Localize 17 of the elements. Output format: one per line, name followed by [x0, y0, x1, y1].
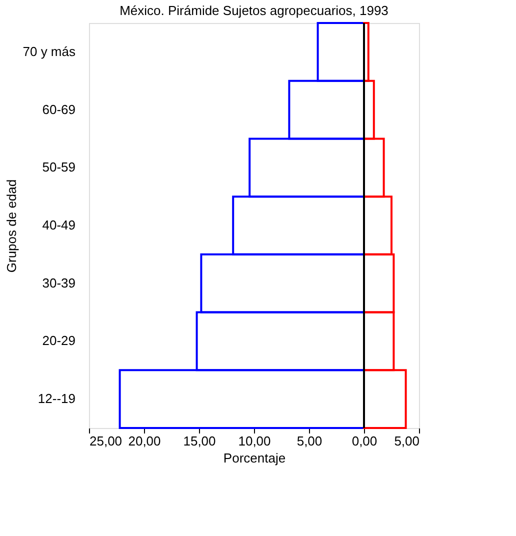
chart-title: México. Pirámide Sujetos agropecuarios, 1993 — [120, 3, 388, 18]
y-tick-label: 30-39 — [42, 275, 76, 290]
y-tick-label: 40-49 — [42, 218, 76, 232]
x-tick-label: 15,00 — [183, 434, 216, 448]
y-tick-label: 70 y más — [22, 44, 76, 59]
y-tick-label: 12--19 — [38, 391, 76, 406]
x-tick-label: 0,00 — [352, 434, 378, 448]
x-tick-label: 20,00 — [128, 434, 161, 448]
y-axis-title: Grupos de edad — [4, 179, 19, 273]
x-axis-title: Porcentaje — [223, 450, 286, 466]
x-tick-label: 5,00 — [394, 434, 420, 448]
x-tick-label: 10,00 — [238, 434, 271, 448]
y-tick-label: 50-59 — [42, 160, 76, 175]
x-tick-label: 25,00 — [90, 434, 122, 448]
y-tick-label: 20-29 — [42, 333, 76, 348]
x-tick-label: 5,00 — [296, 434, 322, 448]
y-tick-label: 60-69 — [42, 102, 76, 117]
